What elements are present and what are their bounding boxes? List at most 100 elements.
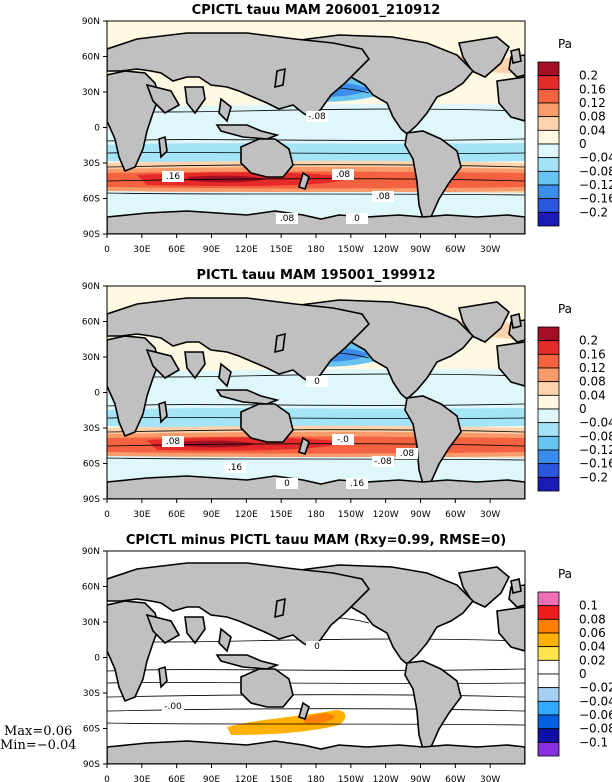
contour-label-bg <box>396 448 418 459</box>
map-panels: CPICTL tauu MAM 206001_210912 -.08 .16 .08.… <box>0 3 612 782</box>
contour-label-bg <box>332 434 354 445</box>
lon-tick-label: 150W <box>338 775 364 782</box>
contour-line <box>107 443 525 447</box>
contour-line <box>107 722 525 726</box>
colorbar-label: 0.12 <box>579 96 606 110</box>
contour-label: -.08 <box>308 112 326 122</box>
map-field: -.08 .16 .08 .08 .08 0 <box>107 21 525 234</box>
lon-tick-label: 30E <box>133 775 150 782</box>
contour-line <box>107 138 525 142</box>
colorbar-label: −0.04 <box>579 694 612 708</box>
contour-label: .08 <box>166 437 181 447</box>
colorbar-label: −0.02 <box>579 681 612 695</box>
contour-label: .16 <box>228 463 243 473</box>
contour-label: .16 <box>166 172 181 182</box>
contour-label-bg <box>332 169 354 180</box>
lon-tick-label: 150W <box>338 510 364 520</box>
lat-tick-label: 60S <box>83 725 100 735</box>
colorbar-swatch <box>537 700 560 716</box>
contour-label-bg <box>306 376 328 387</box>
colorbar-swatch <box>537 184 560 200</box>
colorbar-swatch <box>537 381 560 396</box>
colorbar-label: −0.16 <box>579 192 612 206</box>
colorbar-label: 0 <box>579 137 587 151</box>
colorbar-label: 0.04 <box>579 640 606 654</box>
stat-min: Min=−0.04 <box>0 738 77 753</box>
colorbar-swatch <box>537 211 560 227</box>
contour-label-bg <box>346 478 368 489</box>
contour-label: .08 <box>400 449 415 459</box>
lat-tick-label: 30N <box>82 618 100 628</box>
colorbar-swatch <box>537 326 560 342</box>
contour-line <box>107 192 525 196</box>
lon-tick-label: 120W <box>373 245 399 255</box>
contour-label: -.08 <box>374 457 392 467</box>
lat-tick-label: 90N <box>82 547 100 557</box>
colorbar-swatch <box>537 435 560 451</box>
colorbar-swatch <box>537 102 560 118</box>
colorbar-swatch <box>537 116 560 131</box>
lat-tick-label: 60S <box>83 195 100 205</box>
lon-tick-label: 150E <box>270 245 293 255</box>
colorbar-label: 0.2 <box>579 334 598 348</box>
contour-label: 0 <box>314 377 320 387</box>
contour-line <box>107 403 525 407</box>
colorbar-swatch <box>537 646 560 661</box>
colorbar-swatch <box>537 741 560 757</box>
lon-tick-label: 120W <box>373 510 399 520</box>
lon-tick-label: 150W <box>338 245 364 255</box>
colorbar-swatch <box>537 714 560 730</box>
lon-tick-label: 0 <box>104 775 110 782</box>
colorbar-swatch <box>537 170 560 186</box>
colorbar-label: 0.02 <box>579 653 606 667</box>
map-panel-diff: CPICTL minus PICTL tauu MAM (Rxy=0.99, R… <box>0 533 612 782</box>
colorbar-swatch <box>537 687 560 702</box>
lon-tick-label: 180 <box>307 775 324 782</box>
lon-tick-label: 30W <box>480 510 500 520</box>
colorbar-swatch <box>537 449 560 465</box>
lon-tick-label: 90W <box>410 775 430 782</box>
lon-tick-label: 150E <box>270 510 293 520</box>
lon-tick-label: 90E <box>203 510 220 520</box>
lat-tick-label: 90S <box>83 760 100 770</box>
lat-tick-label: 90S <box>83 230 100 240</box>
colorbar-label: −0.12 <box>579 443 612 457</box>
lon-tick-label: 60E <box>168 510 185 520</box>
colorbar-swatch <box>537 463 560 478</box>
lon-tick-label: 90W <box>410 510 430 520</box>
contour-label-bg <box>276 213 298 224</box>
contour-label: -.00 <box>164 702 182 712</box>
lon-tick-label: 90W <box>410 245 430 255</box>
panel-title: CPICTL minus PICTL tauu MAM (Rxy=0.99, R… <box>126 533 506 548</box>
lat-tick-label: 60N <box>82 583 100 593</box>
lat-tick-label: 60N <box>82 53 100 63</box>
lon-tick-label: 60W <box>445 510 465 520</box>
colorbar-swatch <box>537 605 560 620</box>
colorbar-label: −0.16 <box>579 457 612 471</box>
lat-tick-label: 30S <box>83 159 100 169</box>
lon-tick-label: 120W <box>373 775 399 782</box>
contour-label: 0 <box>284 479 290 489</box>
lat-tick-label: 60S <box>83 460 100 470</box>
colorbar-label: −0.12 <box>579 178 612 192</box>
contour-label-bg <box>162 701 184 712</box>
contour-label: .08 <box>336 170 351 180</box>
lon-tick-label: 120E <box>235 245 258 255</box>
colorbar-swatch <box>537 394 560 410</box>
field-band <box>303 713 335 724</box>
colorbar-label: −0.1 <box>579 735 608 749</box>
lon-tick-label: 150E <box>270 775 293 782</box>
contour-label-bg <box>372 456 394 467</box>
lon-tick-label: 60W <box>445 245 465 255</box>
lon-tick-label: 0 <box>104 510 110 520</box>
lat-tick-label: 90N <box>82 17 100 27</box>
contour-label: -.0 <box>337 435 349 445</box>
lon-tick-label: 0 <box>104 245 110 255</box>
colorbar-swatch <box>537 673 560 689</box>
lon-tick-label: 90E <box>203 775 220 782</box>
colorbar-swatch <box>537 659 560 675</box>
contour-label-bg <box>224 462 246 473</box>
colorbar-label: 0.08 <box>579 110 606 124</box>
lon-tick-label: 180 <box>307 245 324 255</box>
